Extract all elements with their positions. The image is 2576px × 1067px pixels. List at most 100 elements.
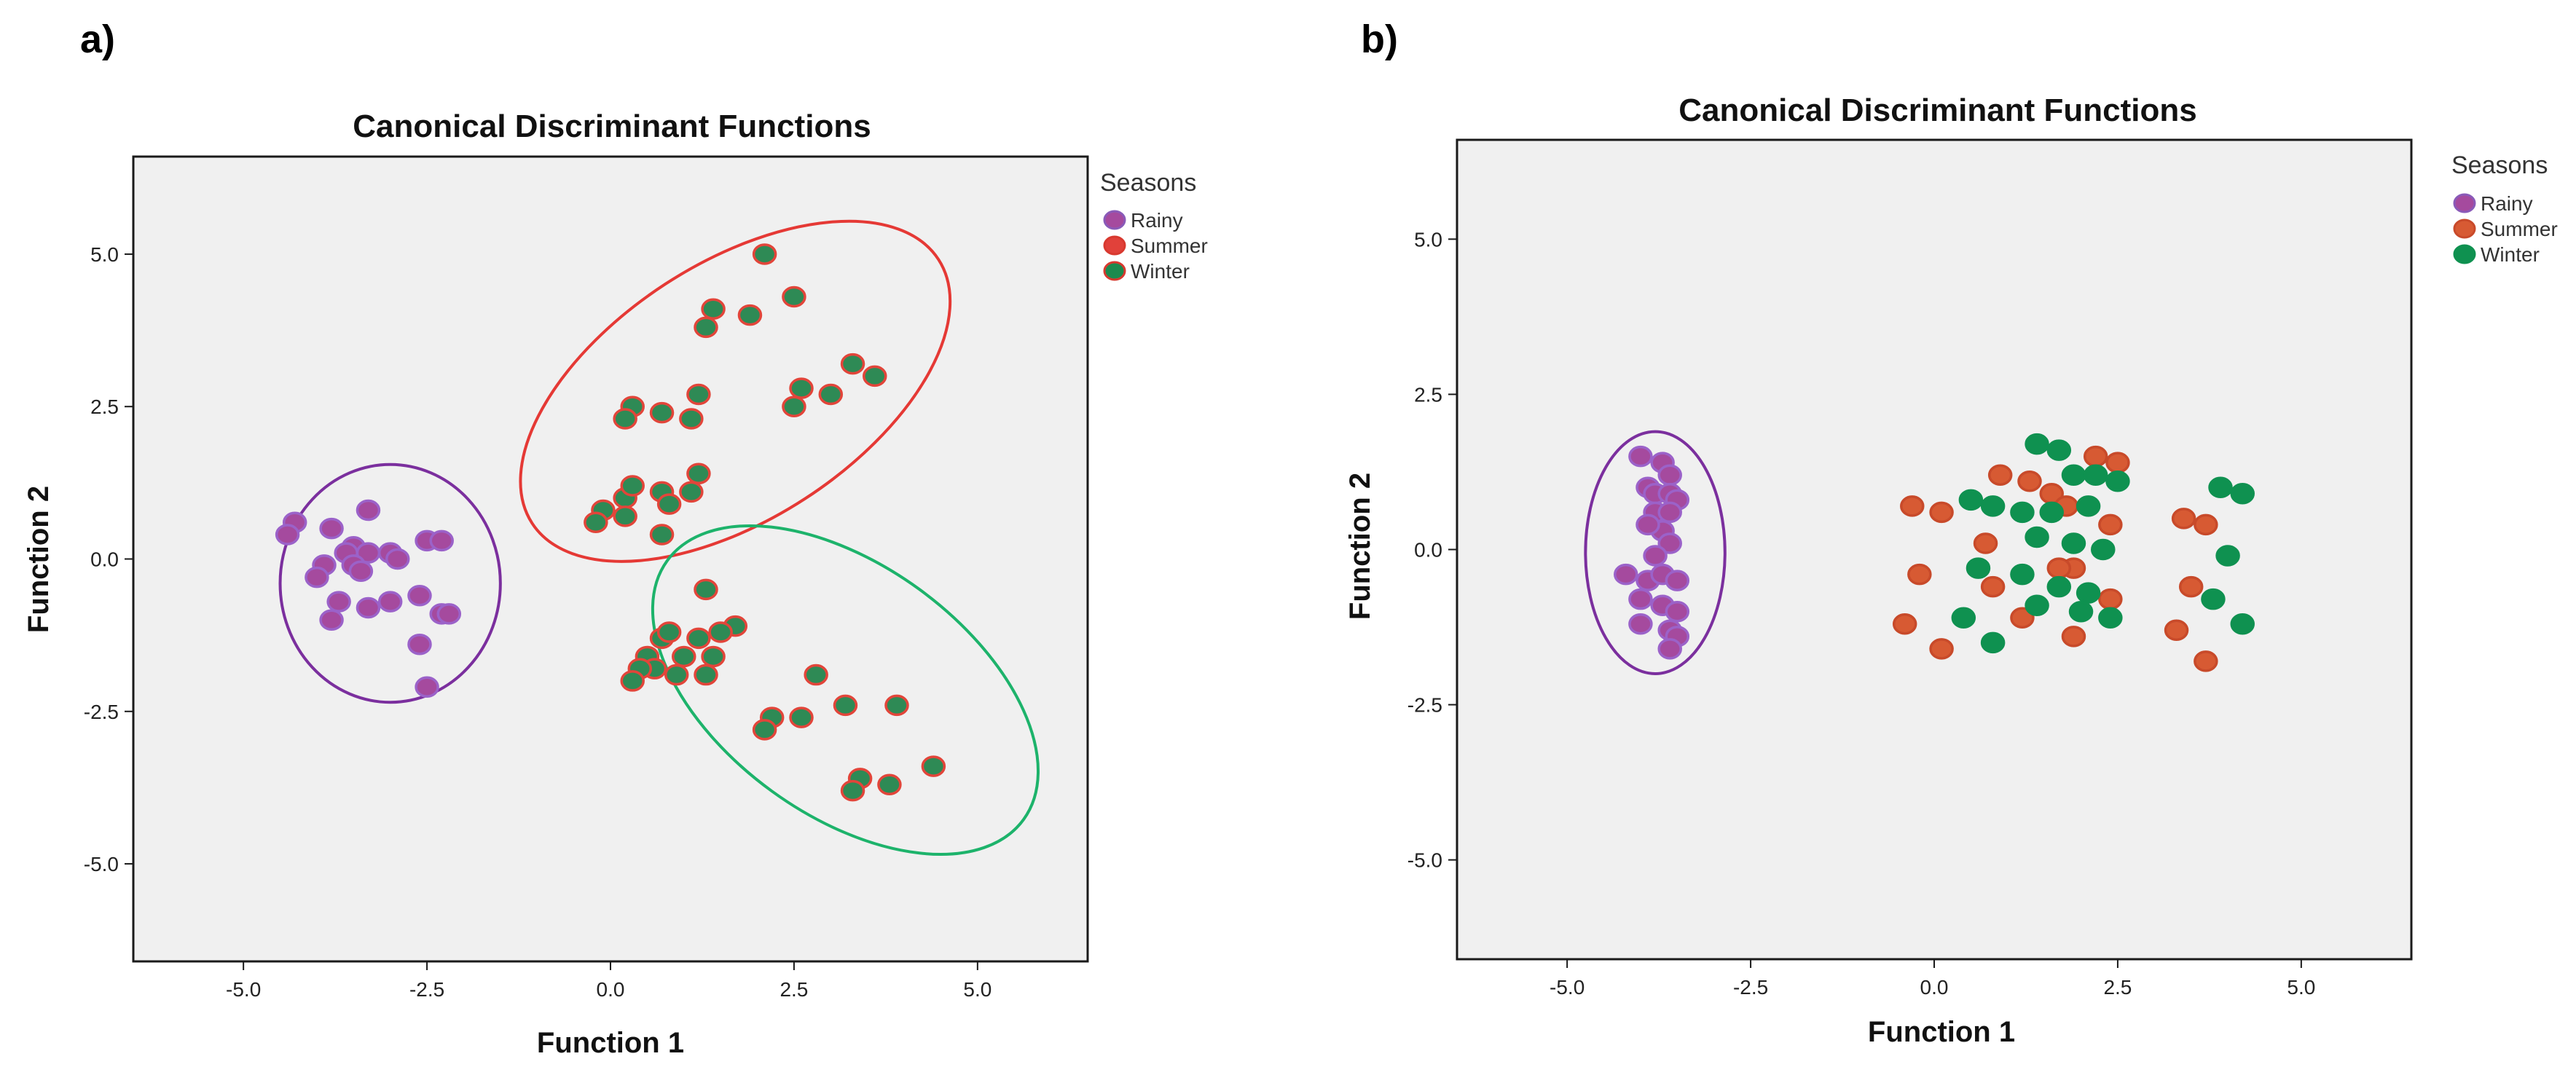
panel-a-point-winter-13: [694, 664, 718, 686]
panel-a-legend-marker-summer: [1103, 235, 1126, 256]
panel-b-legend-title: Seasons: [2451, 151, 2548, 179]
panel-a-point-rainy-16: [356, 597, 381, 619]
panel-a-ellipse-winter: [651, 524, 1040, 856]
panel-b-legend-marker-winter: [2453, 244, 2476, 264]
panel-b-point-summer-20: [1892, 613, 1917, 635]
panel-a-point-summer-2: [701, 298, 726, 320]
panel-a-xtick-label-0: -5.0: [226, 978, 261, 1001]
panel-a-point-rainy-10: [429, 529, 454, 552]
panel-a-point-summer-22: [584, 511, 608, 534]
panel-b-point-rainy-10: [1635, 513, 1660, 536]
panel-b-ytick-label-2: 0.0: [1414, 539, 1442, 562]
panel-a-point-rainy-15: [326, 591, 351, 613]
panel-b-point-rainy-2: [1657, 464, 1682, 486]
panel-a-point-rainy-22: [407, 633, 432, 655]
panel-b-point-summer-2: [1987, 464, 2013, 486]
panel-a-point-winter-22: [921, 755, 946, 777]
panel-a-point-summer-12: [649, 401, 675, 424]
panel-b-xtick-label-2: 0.0: [1920, 976, 1949, 999]
panel-a-point-winter-11: [620, 670, 645, 692]
panel-a-point-summer-1: [782, 286, 806, 308]
panel-b-ytick-label-0: 5.0: [1414, 228, 1442, 251]
panel-a-point-summer-4: [737, 304, 763, 326]
panel-b-point-summer-1: [1929, 501, 1954, 524]
panel-b-point-summer-22: [2164, 619, 2189, 642]
panel-b-point-summer-9: [2171, 508, 2196, 529]
panel-a-point-winter-21: [877, 773, 902, 795]
panel-b-legend-label-rainy: Rainy: [2481, 192, 2533, 215]
panel-a-legend-marker-winter: [1103, 261, 1126, 281]
panel-b-point-winter-19: [2076, 582, 2101, 604]
panel-a-xtick-label-4: 5.0: [963, 978, 991, 1001]
panel-a-ytick-label-2: 0.0: [90, 548, 119, 571]
panel-a-ytick-label-3: -2.5: [84, 701, 119, 723]
panel-b-title: Canonical Discriminant Functions: [1678, 92, 2196, 128]
panel-b-point-winter-14: [2091, 538, 2116, 561]
panel-b-point-winter-20: [2098, 607, 2123, 629]
panel-a-ytick-label-0: 5.0: [90, 243, 119, 266]
panel-a-point-winter-12: [664, 664, 689, 686]
panel-b-point-rainy-11: [1657, 532, 1682, 554]
panel-b-point-winter-26: [2230, 613, 2255, 635]
panel-b-point-winter-6: [1980, 495, 2006, 517]
panel-b-point-winter-16: [1966, 557, 1991, 579]
panel-b-point-winter-21: [2201, 588, 2226, 610]
panel-a-xtick-label-2: 0.0: [597, 978, 625, 1001]
panel-a-point-winter-0: [694, 578, 718, 601]
panel-a-ticks: -5.0 -2.5 0.0 2.5 5.0 5.0 2.5 0.0 -2.5 -5.0: [84, 243, 992, 1001]
panel-b-point-winter-25: [2068, 600, 2094, 623]
panel-b-point-winter-3: [2083, 464, 2108, 486]
panel-b-point-rainy-19: [1665, 600, 1690, 623]
panel-a-point-summer-23: [613, 505, 637, 527]
panel-b-point-winter-9: [2076, 495, 2101, 517]
panel-b-point-summer-21: [1929, 638, 1954, 660]
panel-a-point-rainy-23: [415, 676, 439, 698]
panel-a-point-rainy-8: [385, 548, 410, 570]
panel-b-point-summer-8: [2098, 513, 2123, 536]
panel-a-plot-area: [132, 155, 1089, 963]
panel-b-legend-label-summer: Summer: [2481, 218, 2558, 240]
panel-b-xtick-label-3: 2.5: [2103, 976, 2132, 999]
panel-a-point-summer-0: [752, 243, 777, 265]
panel-b-xtick-label-1: -2.5: [1733, 976, 1768, 999]
panel-a-point-winter-18: [789, 706, 814, 728]
panel-a-point-rainy-17: [377, 591, 403, 613]
panel-b-point-winter-1: [2046, 439, 2072, 461]
panel-b-point-rainy-20: [1628, 613, 1653, 635]
panel-b-point-winter-4: [2105, 470, 2130, 492]
panel-a-point-rainy-13: [348, 560, 374, 582]
panel-b-ellipse-rainy: [1584, 430, 1727, 675]
panel-a-ylabel: Function 2: [23, 486, 55, 633]
panel-a-ytick-label-4: -5.0: [84, 853, 119, 875]
panel-b-point-summer-15: [1980, 575, 2006, 598]
panel-a-point-summer-7: [789, 377, 814, 399]
panel-b-point-winter-15: [2215, 545, 2240, 567]
panel-a-point-winter-19: [752, 719, 777, 741]
panel-b-point-summer-0: [1900, 495, 1925, 517]
panel-a-legend-label-summer: Summer: [1131, 235, 1208, 257]
panel-a-point-winter-7: [672, 645, 696, 668]
panel-a-point-winter-16: [884, 694, 909, 717]
panel-b-point-summer-18: [2010, 607, 2035, 629]
panel-a-ellipse-summer: [519, 219, 952, 563]
panel-a-point-summer-24: [649, 524, 675, 546]
panel-b-xtick-label-0: -5.0: [1550, 976, 1585, 999]
panel-b-point-rainy-12: [1643, 545, 1668, 567]
panel-a-legend-label-rainy: Rainy: [1131, 209, 1183, 232]
panel-b-points: [1614, 433, 2255, 672]
panel-b-point-winter-18: [2046, 575, 2072, 598]
panel-a-point-rainy-2: [319, 517, 344, 540]
panel-a-xtick-label-3: 2.5: [780, 978, 808, 1001]
panel-a-point-summer-8: [818, 383, 844, 406]
panel-a-legend-title: Seasons: [1100, 169, 1196, 197]
panel-b-legend-marker-summer: [2453, 218, 2476, 239]
panel-a-legend-label-winter: Winter: [1131, 260, 1190, 283]
panel-a-point-summer-19: [679, 481, 704, 503]
panel-b-point-winter-5: [1958, 489, 1984, 511]
panel-b-point-summer-17: [2178, 575, 2204, 598]
panel-a-point-winter-15: [833, 694, 858, 717]
panel-a-legend: Seasons Rainy Summer Winter: [1100, 169, 1208, 283]
panel-b-point-summer-16: [2098, 588, 2123, 610]
panel-b-point-rainy-0: [1628, 445, 1653, 468]
